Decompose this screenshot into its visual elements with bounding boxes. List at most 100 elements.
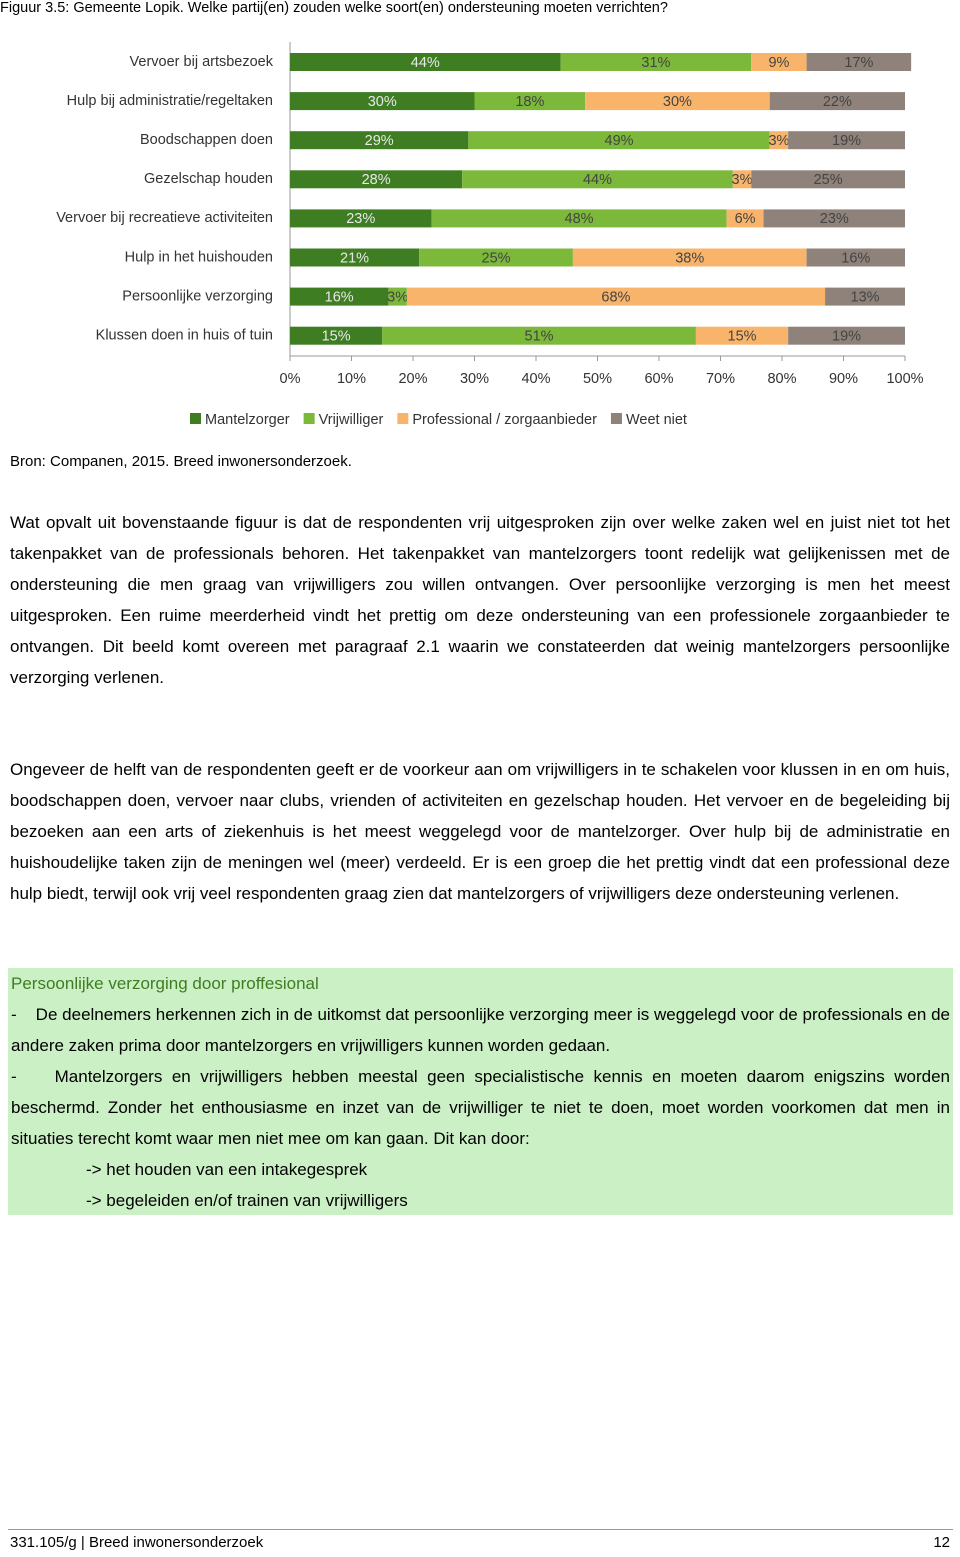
bar-segment bbox=[462, 170, 733, 189]
bar-segment bbox=[290, 248, 420, 267]
value-label: 13% bbox=[851, 289, 880, 305]
category-label: Hulp in het huishouden bbox=[125, 249, 273, 265]
value-label: 44% bbox=[411, 55, 440, 71]
value-label: 9% bbox=[768, 55, 789, 71]
legend-swatch bbox=[610, 413, 622, 424]
value-label: 3% bbox=[387, 289, 408, 305]
value-label: 19% bbox=[832, 329, 861, 345]
category-label: Vervoer bij artsbezoek bbox=[130, 54, 274, 70]
value-label: 48% bbox=[565, 211, 594, 227]
value-label: 38% bbox=[675, 250, 704, 266]
value-label: 18% bbox=[515, 94, 544, 110]
box-arrow-item: -> het houden van een intakegesprek bbox=[86, 1160, 368, 1179]
legend-label: Mantelzorger bbox=[205, 412, 290, 428]
value-label: 16% bbox=[325, 289, 354, 305]
box-arrow-item: -> begeleiden en/of trainen van vrijwill… bbox=[86, 1191, 408, 1210]
bar-segment bbox=[290, 326, 383, 345]
bar-segment bbox=[751, 170, 905, 189]
highlight-box: Persoonlijke verzorging door proffesiona… bbox=[8, 968, 953, 1215]
category-label: Klussen doen in huis of tuin bbox=[96, 328, 273, 344]
bar-segment bbox=[290, 287, 389, 306]
value-label: 15% bbox=[728, 329, 757, 345]
x-tick-label: 80% bbox=[767, 371, 796, 387]
value-label: 68% bbox=[601, 289, 630, 305]
x-tick-label: 100% bbox=[886, 371, 923, 387]
page-number: 12 bbox=[933, 1534, 950, 1551]
box-item: - De deelnemers herkennen zich in de uit… bbox=[11, 1005, 950, 1055]
bar-segment bbox=[419, 248, 573, 267]
value-label: 29% bbox=[365, 133, 394, 149]
bar-segment bbox=[732, 170, 752, 189]
legend-swatch bbox=[303, 413, 315, 424]
bar-segment bbox=[825, 287, 905, 306]
x-tick-label: 40% bbox=[521, 371, 550, 387]
legend-swatch bbox=[397, 413, 409, 424]
value-label: 22% bbox=[823, 94, 852, 110]
x-tick-label: 60% bbox=[644, 371, 673, 387]
bar-segment bbox=[290, 92, 475, 111]
category-label: Hulp bij administratie/regeltaken bbox=[67, 93, 273, 109]
x-tick-label: 30% bbox=[460, 371, 489, 387]
bar-segment bbox=[751, 53, 807, 71]
bar-segment bbox=[572, 248, 807, 267]
box-heading: Persoonlijke verzorging door proffesiona… bbox=[11, 974, 319, 993]
value-label: 44% bbox=[583, 172, 612, 188]
value-label: 23% bbox=[346, 211, 375, 227]
bar-segment bbox=[769, 131, 789, 150]
bar-segment bbox=[695, 326, 789, 345]
figure-caption: Figuur 3.5: Gemeente Lopik. Welke partij… bbox=[0, 0, 668, 16]
value-label: 3% bbox=[732, 172, 753, 188]
value-label: 16% bbox=[841, 250, 870, 266]
paragraph: Ongeveer de helft van de respondenten ge… bbox=[10, 760, 950, 903]
legend-label: Professional / zorgaanbieder bbox=[412, 412, 597, 428]
value-label: 28% bbox=[362, 172, 391, 188]
category-label: Boodschappen doen bbox=[140, 132, 273, 148]
bar-segment bbox=[431, 209, 727, 228]
value-label: 3% bbox=[768, 133, 789, 149]
value-label: 25% bbox=[482, 250, 511, 266]
bar-segment bbox=[468, 131, 770, 150]
value-label: 30% bbox=[368, 94, 397, 110]
x-tick-label: 10% bbox=[337, 371, 366, 387]
value-label: 31% bbox=[641, 55, 670, 71]
value-label: 19% bbox=[832, 133, 861, 149]
bar-segment bbox=[406, 287, 826, 306]
bar-segment bbox=[290, 170, 463, 189]
value-label: 15% bbox=[322, 329, 351, 345]
bar-segment bbox=[769, 92, 905, 111]
x-tick-label: 0% bbox=[280, 371, 301, 387]
legend-label: Vrijwilliger bbox=[319, 412, 384, 428]
x-tick-label: 50% bbox=[583, 371, 612, 387]
footer-rule bbox=[8, 1529, 953, 1530]
bar-segment bbox=[388, 287, 407, 306]
source: Bron: Companen, 2015. Breed inwonersonde… bbox=[10, 453, 352, 470]
value-label: 23% bbox=[820, 211, 849, 227]
footer-left: 331.105/g | Breed inwonersonderzoek bbox=[10, 1534, 264, 1551]
bar-segment bbox=[788, 131, 905, 150]
value-label: 21% bbox=[340, 250, 369, 266]
x-tick-label: 90% bbox=[829, 371, 858, 387]
bar-segment bbox=[290, 209, 432, 228]
value-label: 25% bbox=[814, 172, 843, 188]
legend-swatch bbox=[190, 413, 201, 424]
x-tick-label: 20% bbox=[398, 371, 427, 387]
bar-segment bbox=[585, 92, 770, 111]
bar-segment bbox=[290, 53, 561, 71]
bar-segment bbox=[806, 248, 905, 267]
category-label: Vervoer bij recreatieve activiteiten bbox=[56, 210, 273, 226]
x-tick-label: 70% bbox=[706, 371, 735, 387]
bar-segment bbox=[806, 53, 912, 71]
box-item: - Mantelzorgers en vrijwilligers hebben … bbox=[11, 1067, 950, 1148]
bar-segment bbox=[788, 326, 905, 345]
value-label: 17% bbox=[844, 55, 873, 71]
value-label: 30% bbox=[663, 94, 692, 110]
bar-segment bbox=[763, 209, 905, 228]
bar-segment bbox=[474, 92, 586, 111]
bar-segment bbox=[382, 326, 696, 345]
bar-segment bbox=[726, 209, 764, 228]
category-label: Persoonlijke verzorging bbox=[122, 288, 273, 304]
legend-label: Weet niet bbox=[626, 412, 687, 428]
paragraph: Wat opvalt uit bovenstaande figuur is da… bbox=[10, 513, 950, 687]
value-label: 51% bbox=[525, 329, 554, 345]
